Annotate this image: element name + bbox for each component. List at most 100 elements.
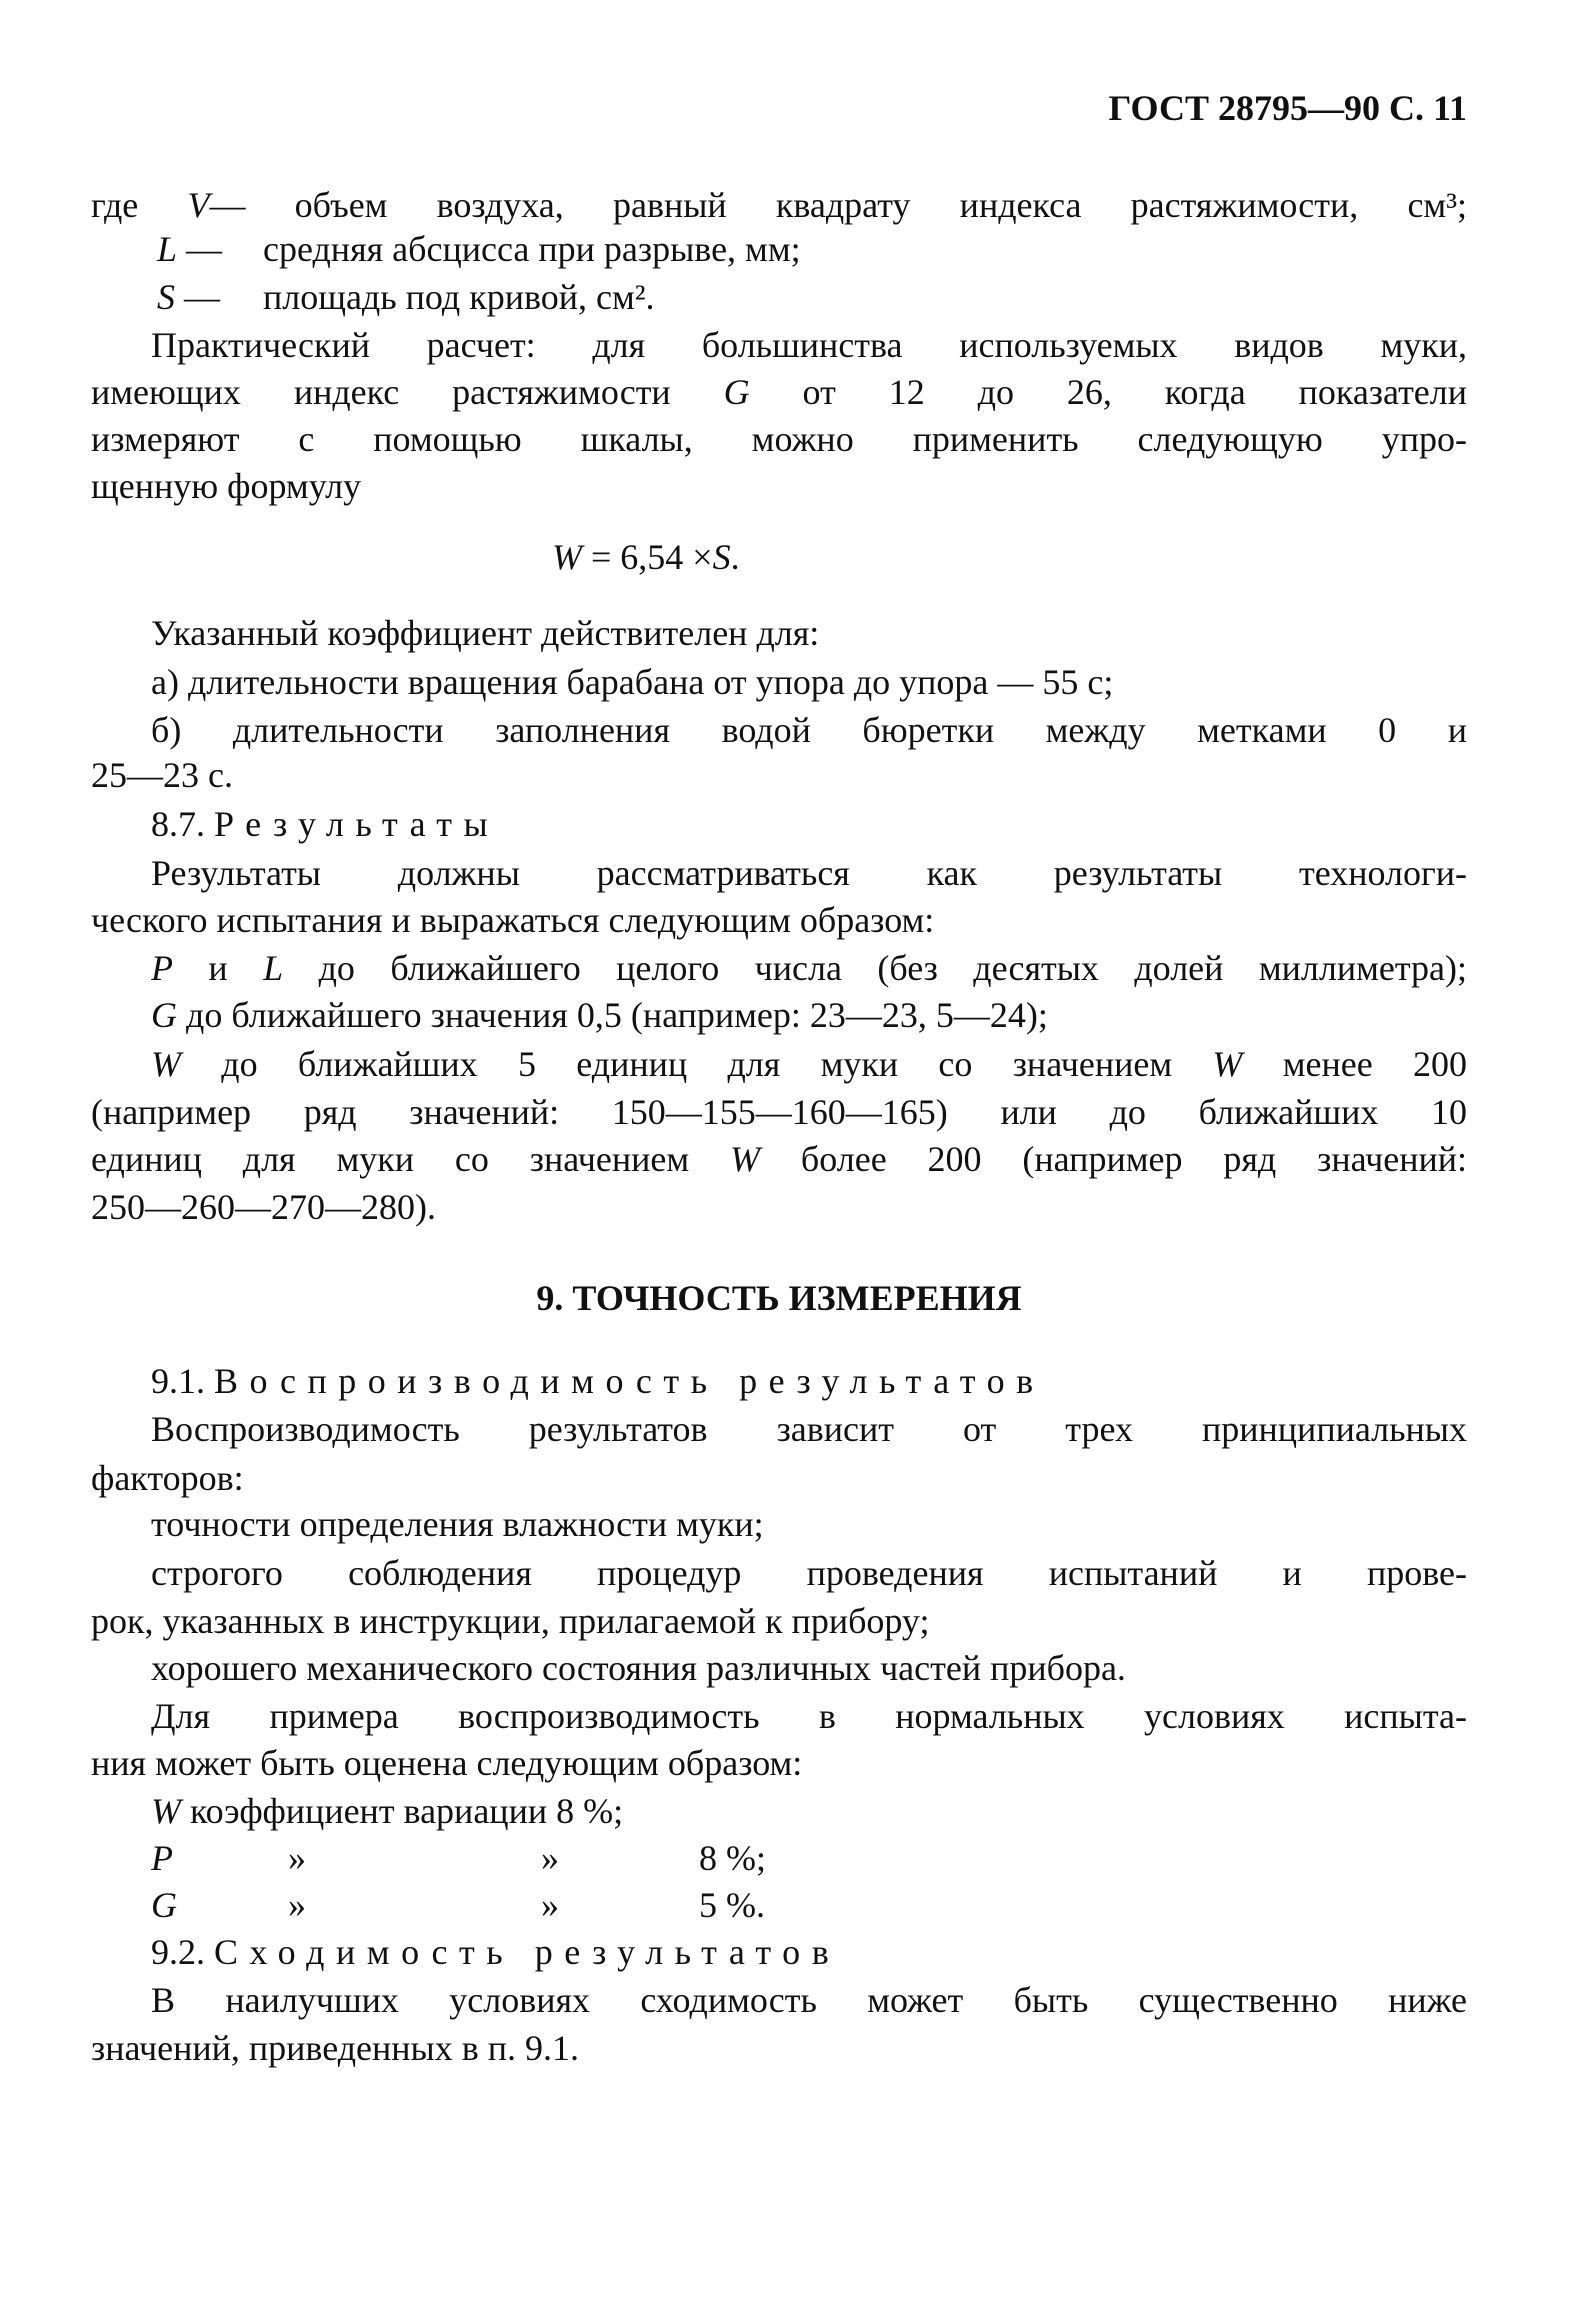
- text-run: 8 %;: [699, 1838, 766, 1878]
- text-line: 250—260—270—280).: [91, 1185, 1467, 1229]
- text-column: »: [541, 1883, 559, 1927]
- text-run: до ближайшего целого числа (без десятых …: [283, 948, 1467, 988]
- text-column: L —: [157, 227, 222, 271]
- text-run: ГОСТ 28795—90 С. 11: [1108, 88, 1467, 128]
- variable-symbol: W: [151, 1044, 181, 1084]
- text-run: до ближайших 5 единиц для муки со значен…: [181, 1044, 1213, 1084]
- text-line: б) длительности заполнения водой бюретки…: [151, 708, 1467, 752]
- text-run: имеющих индекс растяжимости: [91, 372, 724, 412]
- text-run: ческого испытания и выражаться следующим…: [91, 900, 935, 940]
- running-header: ГОСТ 28795—90 С. 11: [91, 86, 1467, 130]
- text-line: где V— объем воздуха, равный квадрату ин…: [91, 183, 1467, 227]
- text-run: площадь под кривой, см².: [263, 277, 655, 317]
- text-line: измеряют с помощью шкалы, можно применит…: [91, 417, 1467, 461]
- text-line: хорошего механического состояния различн…: [151, 1646, 1467, 1690]
- variable-symbol: S: [712, 537, 731, 577]
- text-run: »: [541, 1885, 559, 1925]
- text-run: — объем воздуха, равный квадрату индекса…: [209, 185, 1467, 225]
- text-run: »: [288, 1838, 306, 1878]
- text-run: и: [173, 948, 264, 988]
- text-line: рок, указанных в инструкции, прилагаемой…: [91, 1599, 1467, 1643]
- text-line: 25—23 с.: [91, 753, 1467, 797]
- text-line: Воспроизводимость результатов зависит от…: [151, 1407, 1467, 1451]
- text-run: 8.7.: [151, 804, 214, 844]
- text-run: .: [730, 537, 740, 577]
- text-run: 5 %.: [699, 1885, 765, 1925]
- text-run: Для примера воспроизводимость в нормальн…: [151, 1696, 1467, 1736]
- text-column: 5 %.: [699, 1883, 765, 1927]
- variable-symbol: W: [730, 1139, 761, 1179]
- text-run: единиц для муки со значением: [91, 1139, 731, 1179]
- text-column: 8 %;: [699, 1836, 766, 1880]
- text-run: где: [91, 185, 188, 225]
- text-run: 9.1.: [151, 1361, 214, 1401]
- text-run: В наилучших условиях сходимость может бы…: [151, 1980, 1467, 2020]
- text-run: 9. ТОЧНОСТЬ ИЗМЕРЕНИЯ: [536, 1278, 1022, 1318]
- variable-symbol: W: [151, 1791, 181, 1831]
- text-column: S —: [157, 275, 220, 319]
- text-run: ния может быть оценена следующим образом…: [91, 1743, 803, 1783]
- text-run: 25—23 с.: [91, 755, 233, 795]
- text-run: точности определения влажности муки;: [151, 1504, 764, 1544]
- text-run: от 12 до 26, когда показатели: [749, 372, 1467, 412]
- text-column: »: [541, 1836, 559, 1880]
- variable-symbol: G: [151, 995, 177, 1035]
- text-line: а) длительности вращения барабана от упо…: [151, 660, 1467, 704]
- text-column: »: [288, 1883, 306, 1927]
- text-column: W коэффициент вариации 8 %;: [151, 1789, 623, 1833]
- text-run: = 6,54 ×: [582, 537, 713, 577]
- variable-symbol: G: [151, 1885, 177, 1925]
- text-run: 250—260—270—280).: [91, 1187, 436, 1227]
- text-line: W до ближайших 5 единиц для муки со знач…: [151, 1042, 1467, 1086]
- text-run: средняя абсцисса при разрыве, мм;: [263, 229, 801, 269]
- text-run: б) длительности заполнения водой бюретки…: [151, 710, 1467, 750]
- text-run: значений, приведенных в п. 9.1.: [91, 2028, 580, 2068]
- text-run: строгого соблюдения процедур проведения …: [151, 1553, 1467, 1593]
- text-run: 9.2.: [151, 1932, 214, 1972]
- text-line: факторов:: [91, 1456, 1467, 1500]
- text-line: ческого испытания и выражаться следующим…: [91, 898, 1467, 942]
- text-column: P: [151, 1836, 173, 1880]
- text-line: 9.1. Воспроизводимость результатов: [151, 1359, 1467, 1403]
- text-column: площадь под кривой, см².: [263, 275, 655, 319]
- variable-symbol: L: [263, 948, 284, 988]
- text-run: —: [177, 229, 223, 269]
- text-line: единиц для муки со значением W более 200…: [91, 1137, 1467, 1181]
- text-run: —: [175, 277, 220, 317]
- text-run: (например ряд значений: 150—155—160—165)…: [91, 1092, 1467, 1132]
- text-column: »: [288, 1836, 306, 1880]
- variable-symbol: W: [552, 537, 582, 577]
- text-line: имеющих индекс растяжимости G от 12 до 2…: [91, 370, 1467, 414]
- text-run: Воспроизводимость результатов зависит от…: [151, 1409, 1467, 1449]
- spaced-heading-text: Воспроизводимость результатов: [214, 1361, 1045, 1401]
- text-line: ния может быть оценена следующим образом…: [91, 1741, 1467, 1785]
- variable-symbol: W: [1212, 1044, 1243, 1084]
- section-heading: 9. ТОЧНОСТЬ ИЗМЕРЕНИЯ: [91, 1276, 1467, 1320]
- text-run: хорошего механического состояния различн…: [151, 1648, 1126, 1688]
- text-run: факторов:: [91, 1458, 244, 1498]
- text-line: 8.7. Результаты: [151, 802, 1467, 846]
- spaced-heading-text: Результаты: [214, 804, 500, 844]
- text-run: более 200 (например ряд значений:: [760, 1139, 1467, 1179]
- text-run: а) длительности вращения барабана от упо…: [151, 662, 1114, 702]
- text-run: Результаты должны рассматриваться как ре…: [151, 853, 1467, 893]
- text-line: В наилучших условиях сходимость может бы…: [151, 1978, 1467, 2022]
- text-column: средняя абсцисса при разрыве, мм;: [263, 227, 801, 271]
- variable-symbol: V: [187, 185, 210, 225]
- text-line: Для примера воспроизводимость в нормальн…: [151, 1694, 1467, 1738]
- variable-symbol: G: [723, 372, 750, 412]
- text-run: измеряют с помощью шкалы, можно применит…: [91, 419, 1467, 459]
- text-line: G до ближайшего значения 0,5 (например: …: [151, 993, 1467, 1037]
- text-run: Указанный коэффициент действителен для:: [151, 613, 820, 653]
- text-run: щенную формулу: [91, 466, 362, 506]
- variable-symbol: P: [151, 948, 173, 988]
- text-run: коэффициент вариации 8 %;: [181, 1791, 624, 1831]
- spaced-heading-text: Сходимость результатов: [214, 1932, 841, 1972]
- text-line: 9.2. Сходимость результатов: [151, 1930, 1467, 1974]
- variable-symbol: P: [151, 1838, 173, 1878]
- text-run: »: [288, 1885, 306, 1925]
- variable-symbol: L: [157, 229, 178, 269]
- text-run: Практический расчет: для большинства исп…: [151, 325, 1467, 365]
- text-column: G: [151, 1883, 177, 1927]
- text-line: Практический расчет: для большинства исп…: [151, 323, 1467, 367]
